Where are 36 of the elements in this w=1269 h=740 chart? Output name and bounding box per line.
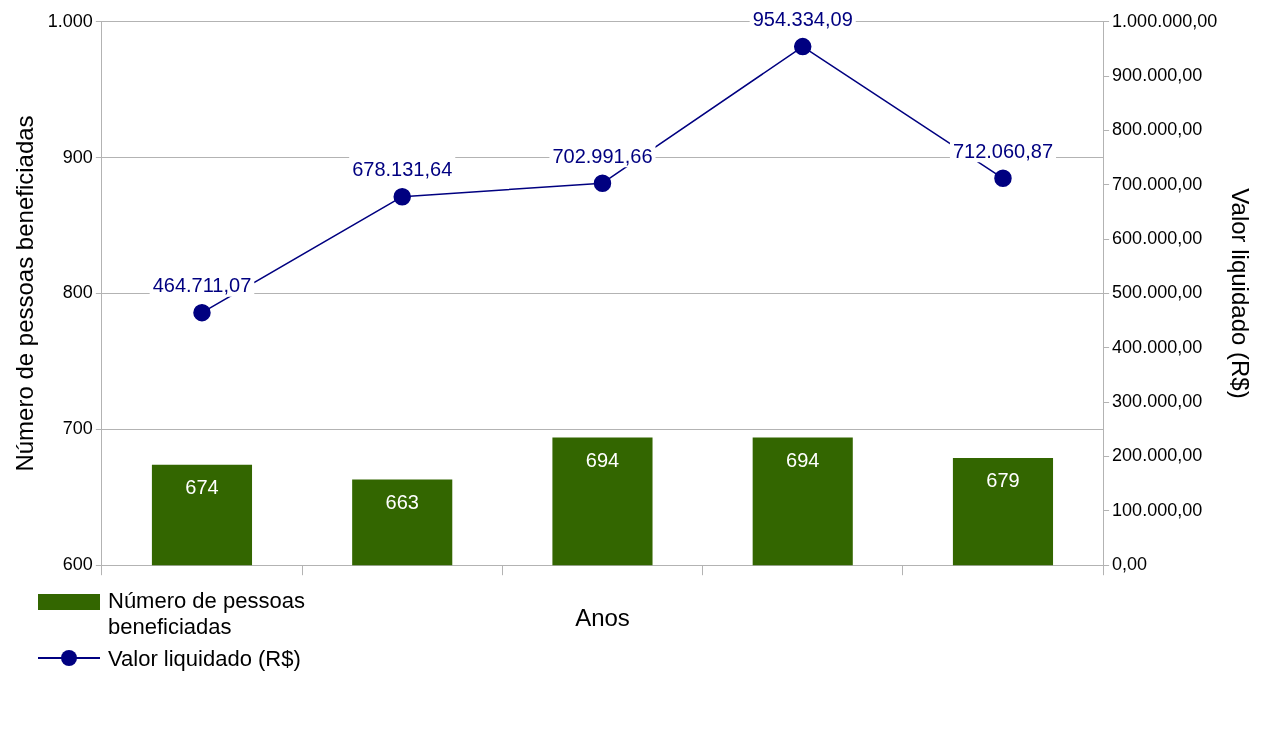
legend-label: Valor liquidado (R$) bbox=[108, 646, 301, 672]
point bbox=[593, 174, 612, 192]
y2-axis-title: Valor liquidado (R$) bbox=[1226, 188, 1254, 399]
x-axis-title: Anos bbox=[575, 604, 630, 632]
y-tick-label: 1.000 bbox=[47, 10, 93, 31]
point bbox=[793, 37, 812, 56]
data-label: 464.711,07 bbox=[152, 274, 252, 297]
data-label: 954.334,09 bbox=[752, 8, 853, 31]
y-tick-label: 700 bbox=[62, 418, 93, 439]
point bbox=[193, 303, 211, 322]
y-axis-title: Número de pessoas beneficiadas bbox=[11, 115, 39, 472]
y-tick-label: 600 bbox=[62, 554, 93, 575]
data-label: 702.991,66 bbox=[552, 144, 653, 167]
y-tick-label: 800 bbox=[62, 282, 93, 303]
data-label: 663 bbox=[385, 491, 419, 514]
y2-tick-label: 0,00 bbox=[1112, 554, 1148, 575]
y2-tick-label: 800.000,00 bbox=[1112, 119, 1203, 140]
y2-tick-label: 900.000,00 bbox=[1112, 65, 1203, 86]
data-label: 694 bbox=[786, 449, 820, 472]
y2-tick-label: 100.000,00 bbox=[1112, 499, 1203, 520]
legend-label: Número de pessoas beneficiadas bbox=[108, 588, 306, 640]
data-label: 694 bbox=[585, 449, 620, 472]
y2-tick-label: 200.000,00 bbox=[1112, 445, 1203, 466]
y2-tick-label: 1.000.000,00 bbox=[1112, 10, 1218, 31]
data-label: 679 bbox=[986, 469, 1020, 492]
y2-tick-label: 500.000,00 bbox=[1112, 282, 1203, 303]
data-label: 678.131,64 bbox=[352, 158, 453, 181]
y2-tick-label: 600.000,00 bbox=[1112, 228, 1203, 249]
data-label: 674 bbox=[185, 476, 219, 499]
y-tick-label: 900 bbox=[62, 146, 93, 167]
y2-tick-label: 300.000,00 bbox=[1112, 391, 1203, 412]
y2-tick-label: 400.000,00 bbox=[1112, 336, 1203, 357]
data-label: 712.060,87 bbox=[952, 139, 1054, 162]
y2-tick-label: 700.000,00 bbox=[1112, 173, 1203, 194]
point bbox=[393, 187, 411, 206]
point bbox=[994, 169, 1012, 188]
